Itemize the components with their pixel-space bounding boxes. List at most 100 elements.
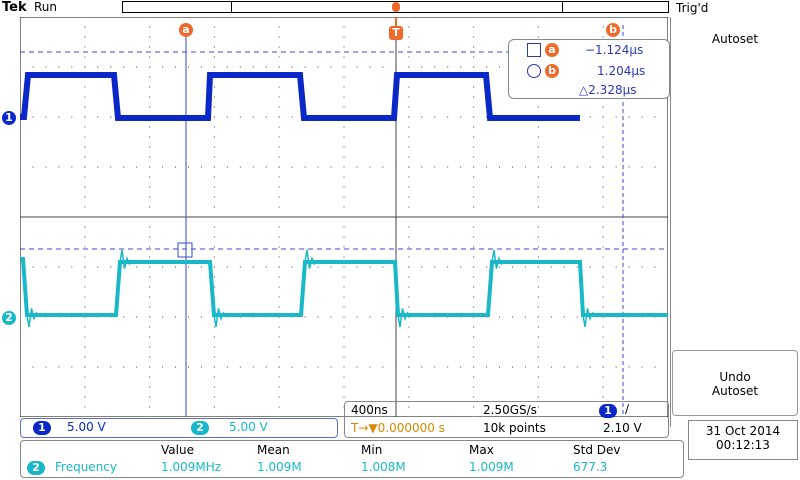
- grid-dot: [278, 346, 280, 348]
- grid-dot: [667, 116, 668, 118]
- grid-dot: [343, 256, 345, 258]
- meas-channel-badge[interactable]: 2: [27, 461, 45, 475]
- grid-dot: [278, 266, 280, 268]
- grid-dot: [278, 186, 280, 188]
- grid-dot: [187, 266, 189, 268]
- grid-dot: [226, 166, 228, 168]
- grid-dot: [408, 376, 410, 378]
- grid-dot: [343, 336, 345, 338]
- grid-dot: [149, 246, 151, 248]
- grid-dot: [473, 406, 475, 408]
- grid-dot: [149, 316, 151, 318]
- grid-dot: [136, 266, 138, 268]
- grid-dot: [537, 406, 539, 408]
- date-text: 31 Oct 2014: [705, 424, 781, 438]
- trigger-position[interactable]: T→▼0.000000 s: [351, 421, 445, 435]
- grid-dot: [473, 66, 475, 68]
- grid-dot: [84, 226, 86, 228]
- grid-dot: [460, 366, 462, 368]
- grid-dot: [110, 166, 112, 168]
- grid-dot: [97, 266, 99, 268]
- grid-dot: [71, 366, 73, 368]
- grid-dot: [84, 36, 86, 38]
- grid-dot: [149, 26, 151, 28]
- grid-dot: [110, 366, 112, 368]
- grid-dot: [537, 386, 539, 388]
- grid-dot: [473, 166, 475, 168]
- grid-dot: [473, 376, 475, 378]
- grid-dot: [84, 286, 86, 288]
- grid-dot: [537, 276, 539, 278]
- grid-dot: [265, 366, 267, 368]
- grid-dot: [486, 366, 488, 368]
- grid-dot: [226, 366, 228, 368]
- meas-name[interactable]: Frequency: [55, 460, 117, 474]
- grid-dot: [149, 256, 151, 258]
- ch2-scale[interactable]: 5.00 V: [229, 420, 268, 434]
- cursor-b-label-icon: b: [545, 64, 559, 78]
- grid-dot: [356, 316, 358, 318]
- grid-dot: [589, 166, 591, 168]
- grid-dot: [382, 316, 384, 318]
- grid-dot: [615, 116, 617, 118]
- ch1-scale[interactable]: 5.00 V: [67, 420, 106, 434]
- grid-dot: [84, 56, 86, 58]
- grid-dot: [356, 366, 358, 368]
- grid-dot: [84, 66, 86, 68]
- grid-dot: [343, 356, 345, 358]
- grid-dot: [149, 56, 151, 58]
- cursor-b-marker[interactable]: b: [606, 23, 620, 37]
- grid-dot: [550, 166, 552, 168]
- grid-dot: [136, 166, 138, 168]
- grid-dot: [602, 196, 604, 198]
- grid-dot: [97, 166, 99, 168]
- trigger-top-marker-icon: [392, 2, 400, 12]
- grid-dot: [149, 386, 151, 388]
- ch2-badge[interactable]: 2: [191, 421, 209, 435]
- grid-dot: [226, 266, 228, 268]
- grid-dot: [589, 116, 591, 118]
- undo-autoset-button[interactable]: Undo Autoset: [672, 350, 798, 416]
- grid-dot: [278, 246, 280, 248]
- grid-dot: [408, 66, 410, 68]
- ch2-ground-marker[interactable]: 2: [2, 311, 16, 325]
- ch1-badge[interactable]: 1: [33, 421, 51, 435]
- waveform-graticule[interactable]: [20, 17, 668, 417]
- meas-max: 1.009M: [469, 460, 514, 474]
- trigger-source-badge[interactable]: 1: [599, 404, 617, 418]
- ch1-ground-marker[interactable]: 1: [2, 111, 16, 125]
- grid-dot: [84, 46, 86, 48]
- grid-dot: [278, 236, 280, 238]
- grid-dot: [149, 186, 151, 188]
- header-stddev: Std Dev: [573, 443, 621, 457]
- trigger-level[interactable]: 2.10 V: [603, 421, 642, 435]
- trigger-position-marker[interactable]: T: [389, 26, 403, 40]
- grid-dot: [408, 326, 410, 328]
- grid-dot: [330, 266, 332, 268]
- grid-dot: [278, 336, 280, 338]
- timebase[interactable]: 400ns: [351, 403, 388, 417]
- grid-dot: [602, 236, 604, 238]
- grid-dot: [200, 166, 202, 168]
- grid-dot: [408, 116, 410, 118]
- grid-dot: [511, 166, 513, 168]
- grid-dot: [343, 106, 345, 108]
- grid-dot: [278, 26, 280, 28]
- grid-dot: [602, 146, 604, 148]
- grid-dot: [460, 66, 462, 68]
- grid-dot: [602, 126, 604, 128]
- grid-dot: [84, 406, 86, 408]
- grid-dot: [265, 266, 267, 268]
- grid-dot: [473, 276, 475, 278]
- grid-dot: [602, 346, 604, 348]
- grid-dot: [20, 316, 21, 318]
- grid-dot: [149, 17, 151, 18]
- grid-dot: [317, 66, 319, 68]
- grid-dot: [32, 116, 34, 118]
- cursor-a-marker[interactable]: a: [179, 23, 193, 37]
- grid-dot: [213, 376, 215, 378]
- grid-dot: [473, 206, 475, 208]
- autoset-softkey[interactable]: Autoset: [711, 32, 759, 46]
- circle-cursor-icon: [527, 64, 541, 78]
- grid-dot: [369, 66, 371, 68]
